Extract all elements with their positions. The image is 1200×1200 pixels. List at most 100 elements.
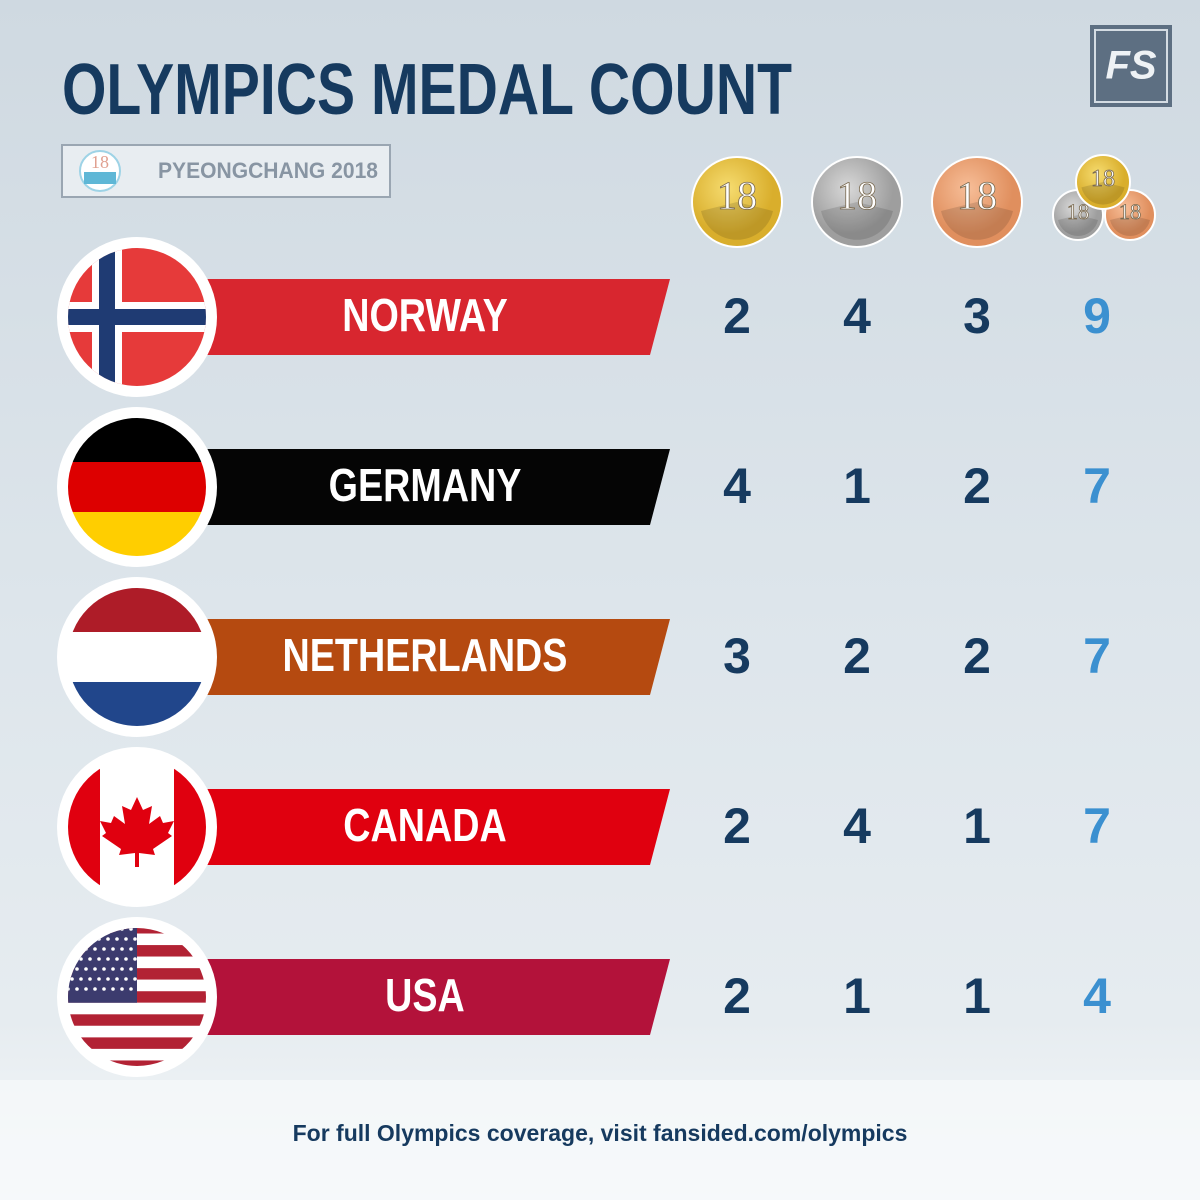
gold-medal-emblem: 18: [717, 173, 758, 218]
flag-star: [111, 967, 115, 971]
flag-star: [124, 937, 128, 941]
country-banner: [205, 959, 670, 1035]
total-bronze-emblem: 18: [1119, 199, 1142, 224]
silver-count: 4: [843, 798, 871, 854]
total-count: 7: [1083, 628, 1111, 684]
flag-stripe: [68, 1037, 206, 1049]
brand-border: [1094, 29, 1168, 103]
flag-star: [120, 987, 124, 991]
total-bronze-shade: [1110, 215, 1150, 236]
bronze-count: 1: [963, 968, 991, 1024]
flag-star: [106, 937, 110, 941]
flag-star: [97, 977, 101, 981]
silver-count: 2: [843, 628, 871, 684]
gold-count: 2: [723, 798, 751, 854]
flag: [68, 248, 206, 386]
country-name: NORWAY: [342, 290, 508, 341]
flag-star: [79, 977, 83, 981]
footer: For full Olympics coverage, visit fansid…: [293, 1120, 908, 1146]
total-gold-shade: [1081, 182, 1125, 205]
flag-star: [70, 977, 74, 981]
country-banner: [205, 789, 670, 865]
flag-star: [106, 957, 110, 961]
title: OLYMPICS MEDAL COUNT: [62, 50, 792, 130]
flag-star: [124, 977, 128, 981]
flag-star: [102, 947, 106, 951]
bronze-medal: [931, 156, 1023, 248]
country-name: GERMANY: [329, 460, 522, 511]
flag-star: [129, 947, 133, 951]
gold-medal-shade: [701, 202, 773, 240]
bronze-count: 2: [963, 458, 991, 514]
silver-count: 1: [843, 458, 871, 514]
flag-star: [75, 987, 79, 991]
silver-count: 4: [843, 288, 871, 344]
flag-stripe: [68, 462, 206, 512]
country-banner: [205, 279, 670, 355]
silver-count: 1: [843, 968, 871, 1024]
flag-star: [129, 967, 133, 971]
bronze-count: 1: [963, 798, 991, 854]
flag-star: [133, 957, 137, 961]
country-name: NETHERLANDS: [283, 630, 568, 681]
brand-box: [1090, 25, 1172, 107]
flag-star: [84, 987, 88, 991]
total-silver-emblem: 18: [1067, 199, 1090, 224]
flag-stripe: [68, 1002, 206, 1015]
flag-star: [93, 987, 97, 991]
flag-star: [97, 957, 101, 961]
bronze-count: 3: [963, 288, 991, 344]
flag-star: [111, 987, 115, 991]
silver-medal: [811, 156, 903, 248]
flag-star: [133, 937, 137, 941]
country-name: CANADA: [343, 800, 506, 851]
country-banner: [205, 449, 670, 525]
flag-star: [120, 947, 124, 951]
country-banner: [205, 619, 670, 695]
flag-stripe: [68, 1025, 206, 1038]
flag-star: [88, 957, 92, 961]
flag-star: [93, 967, 97, 971]
flag-star: [84, 967, 88, 971]
bronze-count: 2: [963, 628, 991, 684]
total-gold-emblem: 18: [1091, 165, 1115, 192]
subtitle: PYEONGCHANG 2018: [158, 158, 378, 183]
silver-medal-emblem: 18: [837, 173, 878, 218]
total-gold: [1075, 154, 1131, 210]
games-logo-base: [84, 172, 116, 184]
total-count: 7: [1083, 458, 1111, 514]
gold-count: 2: [723, 288, 751, 344]
flag-star: [102, 987, 106, 991]
flag-star: [79, 957, 83, 961]
flag-star: [115, 977, 119, 981]
footer-band: [0, 1080, 1200, 1200]
flag-star: [133, 977, 137, 981]
flag: [68, 588, 206, 726]
flag-star: [115, 957, 119, 961]
flag-cross: [68, 309, 206, 325]
total-count: 9: [1083, 288, 1111, 344]
flag-star: [75, 967, 79, 971]
total-count: 7: [1083, 798, 1111, 854]
flag-star: [93, 947, 97, 951]
games-logo-text: 18: [91, 152, 109, 172]
flag-star: [120, 967, 124, 971]
silver-medal-shade: [821, 202, 893, 240]
bronze-medal-emblem: 18: [957, 173, 998, 218]
brand-logo: FS: [1105, 44, 1156, 88]
gold-count: 4: [723, 458, 751, 514]
flag-star: [124, 957, 128, 961]
flag-star: [111, 947, 115, 951]
gold-count: 2: [723, 968, 751, 1024]
country-name: USA: [385, 970, 465, 1021]
flag-star: [129, 987, 133, 991]
flag-star: [102, 967, 106, 971]
bronze-medal-shade: [941, 202, 1013, 240]
flag: [68, 928, 206, 1066]
total-count: 4: [1083, 968, 1111, 1024]
total-silver-shade: [1058, 215, 1098, 237]
flag-stripe: [68, 632, 206, 682]
flag-star: [68, 987, 70, 991]
